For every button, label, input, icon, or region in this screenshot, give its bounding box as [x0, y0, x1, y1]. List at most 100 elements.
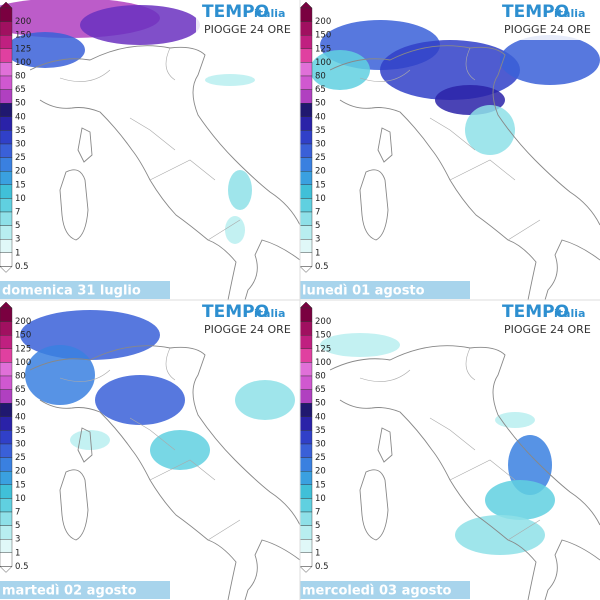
legend-label: 40	[15, 412, 26, 422]
legend-label: 65	[15, 385, 26, 395]
colorbar-cell	[299, 362, 313, 377]
brand-tempo: TEMPO	[502, 302, 569, 322]
region-border	[359, 347, 541, 541]
rain-area	[70, 430, 110, 450]
legend-label: 40	[15, 112, 26, 122]
legend-label: 1	[315, 548, 320, 558]
brand-tempo: TEMPO	[202, 2, 269, 22]
legend-label: 5	[15, 521, 20, 531]
legend-label: 5	[15, 221, 20, 231]
colorbar-cell	[299, 457, 313, 472]
colorbar-cell	[0, 470, 13, 485]
island	[77, 427, 93, 463]
legend-label: 3	[315, 235, 320, 245]
colorbar-cell	[299, 525, 313, 540]
colorbar-cell	[299, 143, 313, 158]
legend-label: 0.5	[315, 562, 329, 572]
colorbar-cell	[0, 484, 13, 499]
rain-area	[455, 515, 545, 555]
colorbar-cell	[0, 252, 13, 267]
colorbar-cell	[299, 443, 313, 458]
colorbar-cell	[0, 21, 13, 36]
colorbar-cell	[299, 375, 313, 390]
legend-label: 50	[315, 99, 326, 109]
date-label: martedì 02 agosto	[2, 584, 137, 599]
legend-label: 1	[15, 248, 20, 258]
colorbar-tip	[299, 266, 313, 273]
rain-area	[150, 430, 210, 470]
legend-label: 5	[315, 221, 320, 231]
colorbar-cell	[0, 511, 13, 526]
colorbar-cell	[299, 225, 313, 240]
colorbar-cell	[0, 375, 13, 390]
legend-label: 35	[315, 426, 326, 436]
colorbar-cell	[0, 102, 13, 117]
colorbar-cell	[0, 184, 13, 199]
legend-label: 3	[15, 235, 20, 245]
rain-area	[485, 480, 555, 520]
brand-italia: italia	[254, 7, 285, 20]
rain-area	[508, 435, 552, 495]
colorbar-cell	[299, 170, 313, 185]
rain-area	[205, 74, 255, 86]
colorbar-cell	[299, 198, 313, 213]
legend-label: 65	[315, 385, 326, 395]
date-bar	[0, 581, 170, 599]
legend-label: 40	[315, 112, 326, 122]
legend-label: 15	[15, 480, 26, 490]
colorbar-cell	[0, 7, 13, 22]
colorbar-cell	[0, 402, 13, 417]
colorbar-cell	[0, 89, 13, 104]
colorbar-cell	[0, 35, 13, 50]
legend-label: 25	[15, 153, 26, 163]
colorbar-cell	[299, 252, 313, 267]
brand-italia: italia	[254, 307, 285, 320]
colorbar-cell	[0, 362, 13, 377]
colorbar-cell	[299, 7, 313, 22]
subtitle: PIOGGE 24 ORE	[504, 323, 591, 336]
colorbar-cell	[0, 538, 13, 553]
legend-label: 7	[15, 508, 20, 518]
legend-label: 100	[315, 358, 331, 368]
legend-label: 40	[315, 412, 326, 422]
island	[59, 169, 89, 241]
colorbar-cell	[0, 75, 13, 90]
map-panel: 200 150 125 100 80 65 50 40 35 30 25 20 15 10 7 5 3 1 0.5 T…	[299, 0, 600, 301]
legend-label: 100	[15, 58, 31, 68]
legend-label: 15	[15, 180, 26, 190]
brand-box	[496, 300, 600, 340]
legend-label: 125	[15, 344, 31, 354]
legend-label: 100	[315, 58, 331, 68]
colorbar-cell	[0, 348, 13, 363]
date-bar	[300, 281, 470, 299]
colorbar-cell	[299, 416, 313, 431]
legend-label: 30	[15, 140, 26, 150]
legend-label: 20	[315, 467, 326, 477]
subtitle: PIOGGE 24 ORE	[504, 23, 591, 36]
brand-box	[196, 300, 300, 340]
date-bar	[0, 281, 170, 299]
colorbar-cell	[0, 157, 13, 172]
legend-label: 50	[15, 99, 26, 109]
colorbar-tip	[0, 566, 13, 573]
rain-area	[80, 5, 200, 45]
rain-area	[310, 50, 370, 90]
rain-area	[228, 170, 252, 210]
colorbar-cell	[299, 238, 313, 253]
legend-label: 30	[315, 140, 326, 150]
brand-tempo: TEMPO	[202, 302, 269, 322]
legend-label: 200	[315, 317, 331, 327]
legend-label: 25	[15, 453, 26, 463]
legend-label: 10	[315, 494, 326, 504]
map-panel: 200 150 125 100 80 65 50 40 35 30 25 20 15 10 7 5 3 1 0.5 T…	[299, 300, 600, 600]
colorbar-cell	[0, 116, 13, 131]
legend-label: 25	[315, 153, 326, 163]
colorbar-cell	[299, 130, 313, 145]
colorbar-cell	[0, 225, 13, 240]
colorbar-cell	[0, 143, 13, 158]
colorbar-cell	[0, 552, 13, 567]
island	[77, 127, 93, 163]
colorbar-cell	[299, 552, 313, 567]
colorbar-cell	[299, 48, 313, 63]
